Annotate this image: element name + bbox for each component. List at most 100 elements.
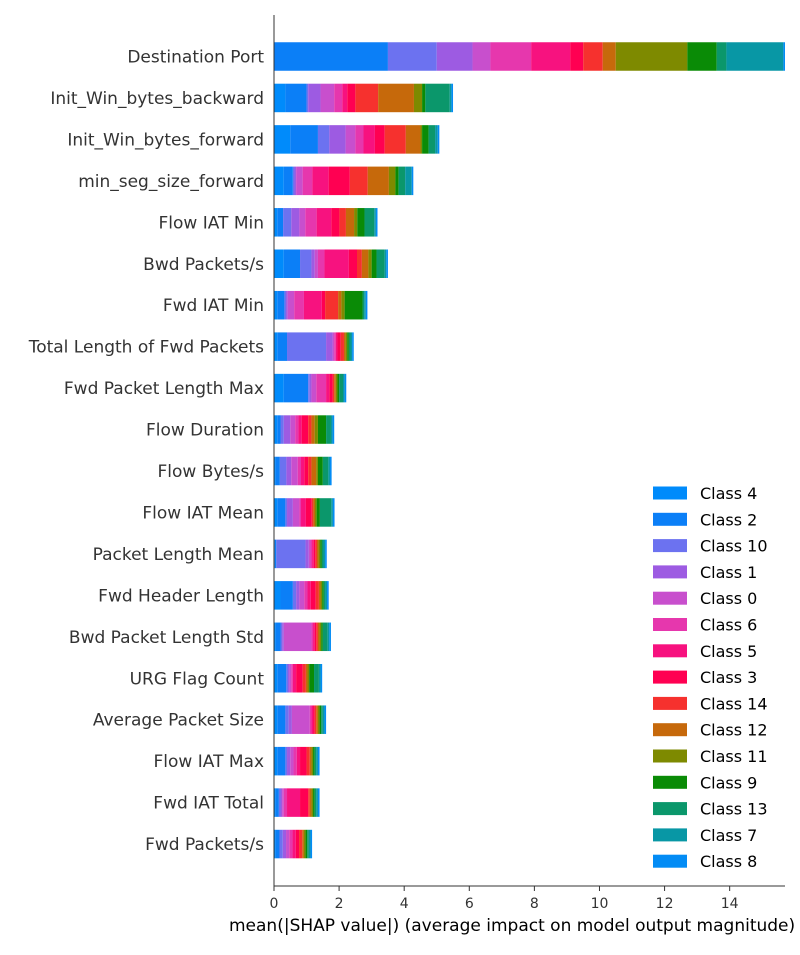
- bar-segment: [425, 83, 450, 113]
- feature-label: Packet Length Mean: [93, 545, 264, 565]
- bar-segment: [339, 373, 344, 403]
- bar-segment: [325, 290, 339, 320]
- legend-label: Class 8: [700, 852, 757, 871]
- bar-segment: [277, 498, 286, 527]
- bar-segment: [317, 622, 320, 652]
- legend-label: Class 3: [700, 668, 757, 687]
- x-tick-label: 0: [270, 896, 279, 912]
- bar-segment: [490, 42, 532, 71]
- bar-segment: [308, 83, 321, 113]
- bar-segment: [326, 332, 333, 361]
- legend-label: Class 0: [700, 589, 757, 608]
- bar-segment: [305, 664, 308, 693]
- bar-segment: [329, 125, 346, 154]
- bar-segment: [449, 83, 452, 113]
- bar-segment: [314, 788, 317, 817]
- bar-segment: [274, 290, 278, 320]
- bar-segment: [345, 125, 356, 154]
- bar-segment: [308, 829, 311, 859]
- bar-segment: [274, 788, 276, 817]
- bar-segment: [332, 373, 335, 403]
- feature-label: Init_Win_bytes_forward: [67, 130, 264, 150]
- bar-segment: [315, 539, 317, 569]
- bar-segment: [334, 332, 336, 361]
- bar-segment: [305, 539, 309, 569]
- bar-segment: [335, 332, 338, 361]
- bar-segment: [716, 42, 727, 71]
- bar-segment: [306, 746, 310, 776]
- legend-swatch: [653, 591, 687, 605]
- bar-segment: [277, 290, 285, 320]
- bar-segment: [305, 498, 312, 527]
- legend-label: Class 7: [700, 826, 757, 845]
- bar-segment: [287, 746, 291, 776]
- bar-segment: [295, 415, 299, 444]
- bar-segment: [305, 829, 308, 859]
- bar-segment: [319, 498, 332, 527]
- bar-segment: [309, 788, 312, 817]
- bar-segment: [291, 456, 298, 486]
- bar-segment: [286, 456, 292, 486]
- bar-segment: [301, 498, 306, 527]
- feature-label: Init_Win_bytes_backward: [50, 89, 264, 109]
- bar-segment: [296, 746, 301, 776]
- bar-segment: [283, 166, 293, 196]
- bar-segment: [437, 125, 440, 154]
- bar-segment: [413, 83, 423, 113]
- bar-segment: [277, 208, 284, 237]
- bar-segment: [298, 415, 302, 444]
- bar-segment: [292, 664, 297, 693]
- bar-segment: [300, 788, 309, 817]
- bar-segment: [368, 249, 372, 278]
- bar-segment: [291, 705, 310, 734]
- bar-segment: [367, 166, 389, 196]
- bar-segment: [284, 290, 287, 320]
- bar-segment: [277, 705, 286, 734]
- bar-segment: [283, 788, 288, 817]
- bar-segment: [343, 373, 345, 403]
- feature-label: Fwd IAT Total: [153, 794, 264, 814]
- bar-segment: [332, 498, 335, 527]
- bar-segment: [274, 498, 278, 527]
- bar-segment: [303, 829, 306, 859]
- bar-segment: [531, 42, 571, 71]
- bar-segment: [339, 208, 346, 237]
- bar-segment: [324, 705, 327, 734]
- feature-label: Destination Port: [127, 48, 264, 68]
- bar-segment: [297, 456, 302, 486]
- bar-segment: [274, 829, 276, 859]
- bar-segment: [324, 249, 349, 278]
- legend-label: Class 2: [700, 510, 757, 529]
- x-tick-label: 14: [721, 896, 739, 912]
- bar-segment: [329, 456, 332, 486]
- legend-swatch: [653, 539, 687, 553]
- bar-segment: [287, 788, 301, 817]
- bar-segment: [317, 705, 320, 734]
- bar-segment: [316, 373, 327, 403]
- feature-label: Fwd Packets/s: [145, 835, 264, 855]
- legend-label: Class 11: [700, 747, 768, 766]
- bar-segment: [314, 664, 319, 693]
- bar-segment: [299, 581, 305, 610]
- legend-swatch: [653, 775, 687, 789]
- bar-segment: [275, 829, 280, 859]
- bar-segment: [357, 208, 365, 237]
- bar-segment: [305, 208, 317, 237]
- bar-segment: [275, 788, 279, 817]
- bar-segment: [296, 166, 303, 196]
- feature-label: Bwd Packet Length Std: [69, 628, 264, 648]
- bar-segment: [274, 539, 277, 569]
- bar-segment: [292, 829, 296, 859]
- bar-segment: [274, 456, 276, 486]
- bar-segment: [313, 705, 315, 734]
- bar-segment: [317, 249, 325, 278]
- bar-segment: [311, 788, 314, 817]
- bar-segment: [375, 208, 378, 237]
- bar-segment: [334, 83, 343, 113]
- bar-segment: [294, 290, 304, 320]
- bar-segment: [321, 622, 323, 652]
- bar-segment: [395, 166, 399, 196]
- bar-segment: [290, 415, 296, 444]
- bar-segment: [299, 498, 302, 527]
